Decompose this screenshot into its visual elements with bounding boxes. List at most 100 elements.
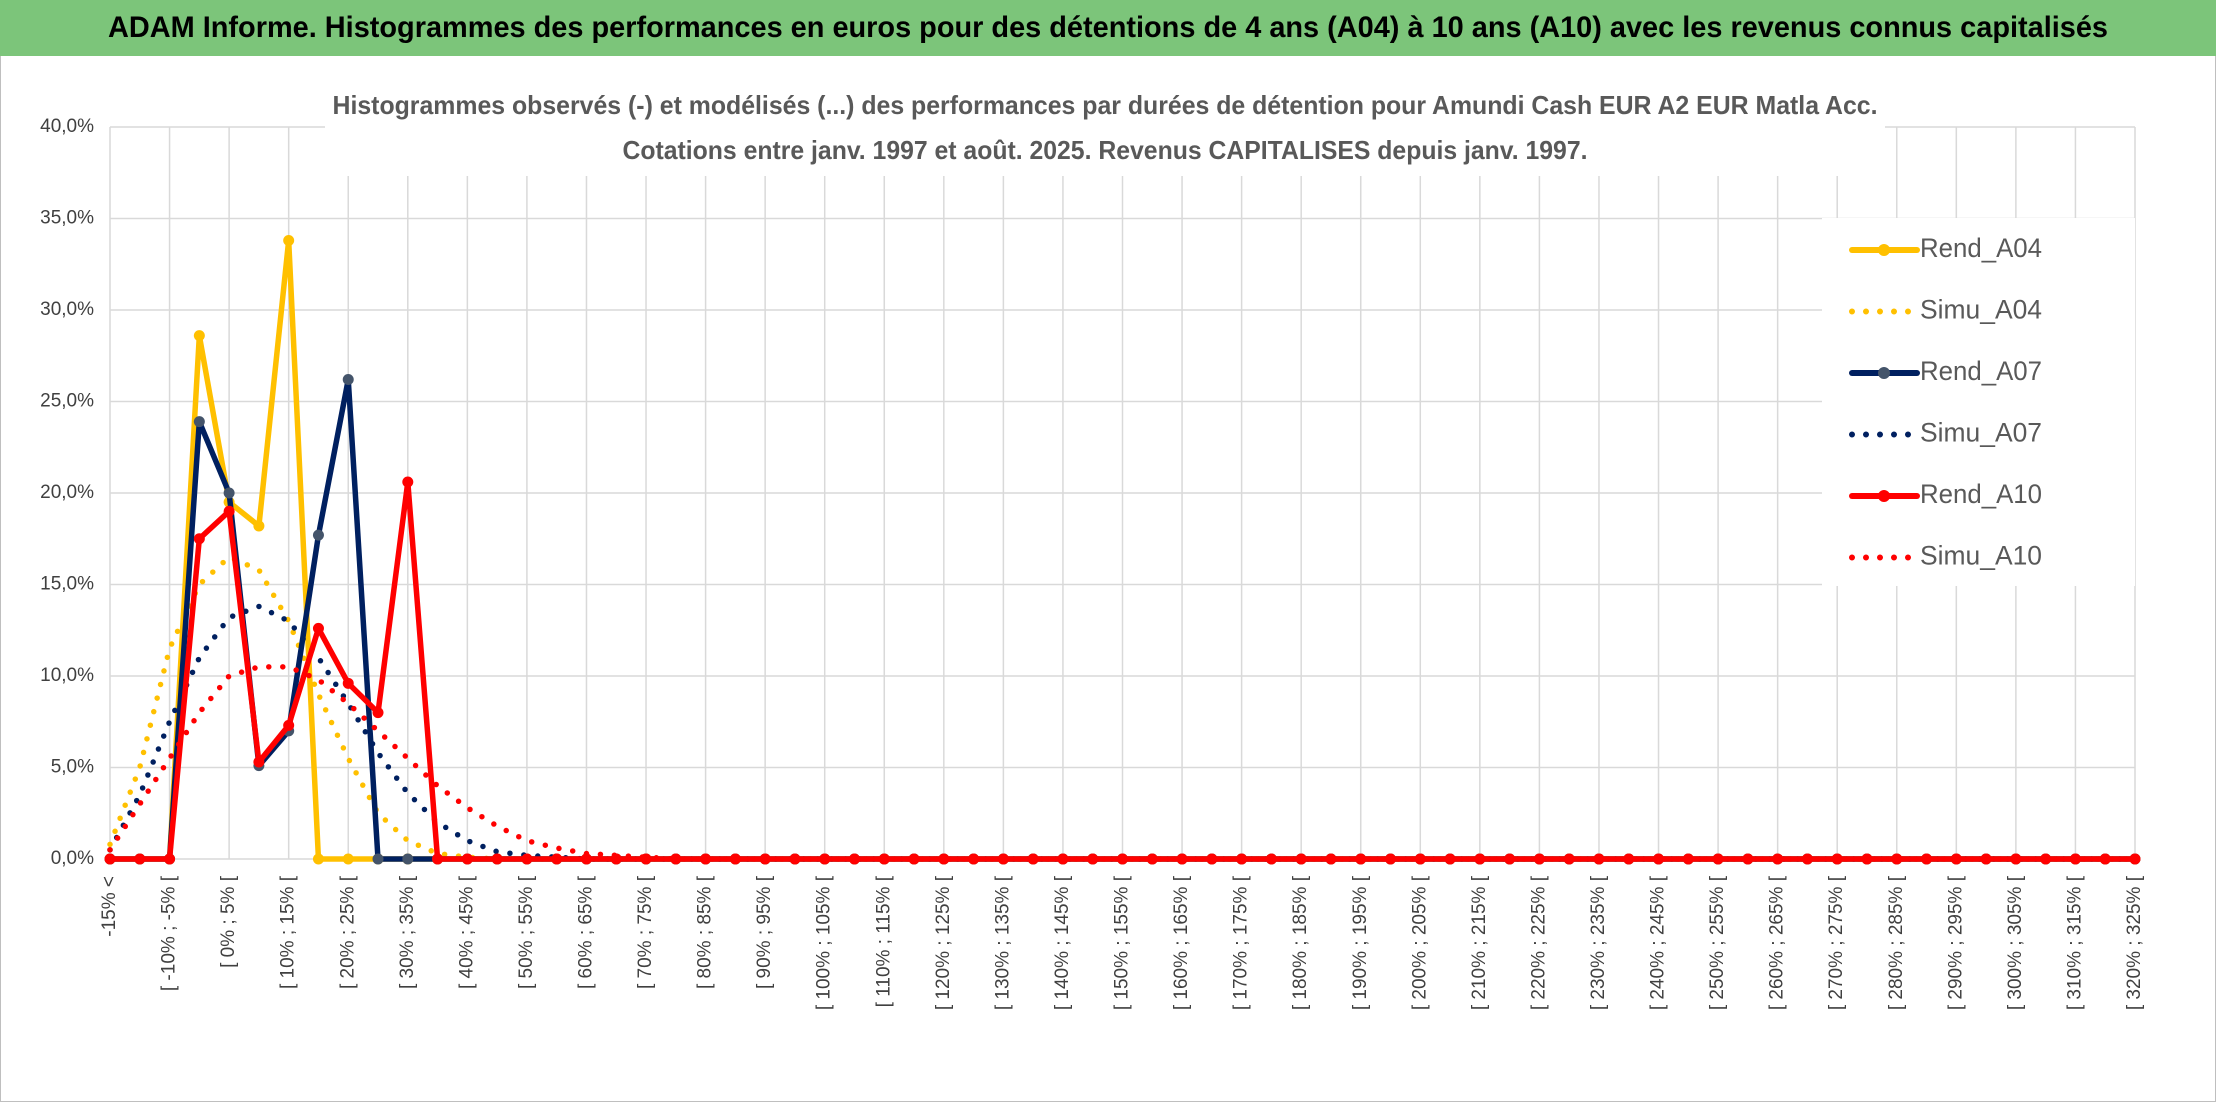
y-tick-label: 0,0% xyxy=(51,848,94,869)
series-marker xyxy=(253,520,265,532)
series-marker xyxy=(164,853,176,865)
series-marker xyxy=(878,853,890,865)
subtitle-background xyxy=(325,80,1885,176)
x-tick-label: [ 180% ; 185% [ xyxy=(1290,875,1311,1010)
series-marker xyxy=(312,529,324,541)
series-marker xyxy=(2069,853,2081,865)
legend-label: Simu_A04 xyxy=(1920,295,2042,325)
legend-box xyxy=(1822,218,2135,586)
x-tick-label: [ 290% ; 295% [ xyxy=(1945,875,1966,1010)
legend-label: Rend_A04 xyxy=(1920,233,2042,263)
x-tick-label: [ 190% ; 195% [ xyxy=(1350,875,1371,1010)
x-tick-label: [ 80% ; 85% [ xyxy=(695,875,716,989)
x-tick-label: [ 20% ; 25% [ xyxy=(337,875,358,989)
x-tick-label: [ 200% ; 205% [ xyxy=(1409,875,1430,1010)
series-marker xyxy=(759,853,771,865)
x-tick-label: [ 30% ; 35% [ xyxy=(397,875,418,989)
series-line xyxy=(107,664,2138,862)
series-marker xyxy=(1355,853,1367,865)
series-marker xyxy=(670,853,682,865)
series-marker xyxy=(342,374,354,386)
page-title: ADAM Informe. Histogrammes des performan… xyxy=(108,11,2108,44)
series-marker xyxy=(1801,853,1813,865)
y-tick-label: 25,0% xyxy=(40,391,94,412)
chart-subtitle: Histogrammes observés (-) et modélisés (… xyxy=(333,90,1878,120)
series-marker xyxy=(372,853,384,865)
series-marker xyxy=(551,853,563,865)
x-tick-label: [ 240% ; 245% [ xyxy=(1648,875,1669,1010)
x-tick-label: [ 10% ; 15% [ xyxy=(278,875,299,989)
series-marker xyxy=(580,853,592,865)
y-tick-label: 5,0% xyxy=(51,757,94,778)
series-marker xyxy=(1682,853,1694,865)
x-tick-label: [ 210% ; 215% [ xyxy=(1469,875,1490,1010)
series-marker xyxy=(1385,853,1397,865)
x-tick-label: [ 300% ; 305% [ xyxy=(2005,875,2026,1010)
series-marker xyxy=(938,853,950,865)
series-marker xyxy=(432,853,444,865)
series-marker xyxy=(1623,853,1635,865)
x-tick-label: [ 40% ; 45% [ xyxy=(456,875,477,989)
x-tick-label: [ 230% ; 235% [ xyxy=(1588,875,1609,1010)
series-marker xyxy=(402,853,414,865)
x-tick-label: [ 260% ; 265% [ xyxy=(1767,875,1788,1010)
legend-marker xyxy=(1878,367,1890,379)
series-marker xyxy=(223,487,235,499)
y-tick-label: 35,0% xyxy=(40,208,94,229)
series-marker xyxy=(1653,853,1665,865)
series-marker xyxy=(283,234,295,246)
series-marker xyxy=(1563,853,1575,865)
series-marker xyxy=(1444,853,1456,865)
x-tick-label: [ 90% ; 95% [ xyxy=(754,875,775,989)
x-tick-label: [ 70% ; 75% [ xyxy=(635,875,656,989)
series-marker xyxy=(253,756,265,768)
legend-marker xyxy=(1878,490,1890,502)
chart-subtitle: Cotations entre janv. 1997 et août. 2025… xyxy=(623,135,1588,165)
legend-label: Rend_A07 xyxy=(1920,356,2042,386)
x-tick-label: [ 250% ; 255% [ xyxy=(1707,875,1728,1010)
series-marker xyxy=(342,853,354,865)
series-marker xyxy=(402,476,414,488)
series-marker xyxy=(2099,853,2111,865)
x-tick-label: [ 310% ; 315% [ xyxy=(2064,875,2085,1010)
series-marker xyxy=(312,853,324,865)
x-tick-label: [ 110% ; 115% [ xyxy=(873,875,894,1007)
x-tick-label: [ -10% ; -5% [ xyxy=(159,875,180,991)
series-marker xyxy=(1921,853,1933,865)
series-marker xyxy=(1206,853,1218,865)
legend-label: Rend_A10 xyxy=(1920,479,2042,509)
series-marker xyxy=(968,853,980,865)
x-tick-label: [ 160% ; 165% [ xyxy=(1171,875,1192,1010)
y-tick-label: 30,0% xyxy=(40,299,94,320)
series-marker xyxy=(104,853,116,865)
y-tick-label: 40,0% xyxy=(40,116,94,137)
x-tick-label: [ 60% ; 65% [ xyxy=(575,875,596,989)
legend-label: Simu_A10 xyxy=(1920,541,2042,571)
series-marker xyxy=(491,853,503,865)
series-marker xyxy=(223,505,235,517)
series-marker xyxy=(997,853,1009,865)
x-tick-label: [ 120% ; 125% [ xyxy=(933,875,954,1010)
series-marker xyxy=(1831,853,1843,865)
series-marker xyxy=(134,853,146,865)
x-tick-label: [ 130% ; 135% [ xyxy=(992,875,1013,1010)
x-tick-label: [ 100% ; 105% [ xyxy=(814,875,835,1010)
series-marker xyxy=(372,707,384,719)
legend-marker xyxy=(1878,244,1890,256)
series-marker xyxy=(729,853,741,865)
series-marker xyxy=(2040,853,2052,865)
series-marker xyxy=(521,853,533,865)
series-marker xyxy=(342,677,354,689)
y-tick-label: 15,0% xyxy=(40,574,94,595)
series-marker xyxy=(1861,853,1873,865)
x-tick-label: [ 150% ; 155% [ xyxy=(1112,875,1133,1010)
series-marker xyxy=(461,853,473,865)
x-tick-label: [ 0% ; 5% [ xyxy=(218,875,239,968)
x-tick-label: [ 50% ; 55% [ xyxy=(516,875,537,989)
legend-label: Simu_A07 xyxy=(1920,418,2042,448)
series-marker xyxy=(2129,853,2141,865)
series-marker xyxy=(1593,853,1605,865)
series-marker xyxy=(193,416,205,428)
series-marker xyxy=(193,330,205,342)
